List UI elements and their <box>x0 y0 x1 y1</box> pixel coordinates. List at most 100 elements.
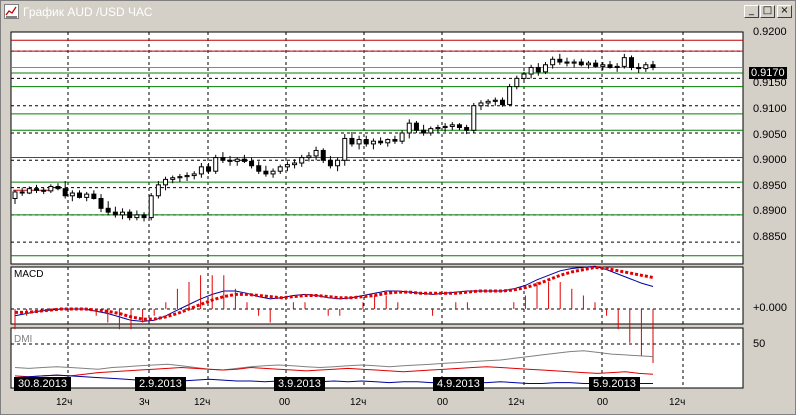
candle-body <box>643 64 649 70</box>
candle-body <box>335 159 341 167</box>
candle-body <box>213 157 219 172</box>
candle-body <box>306 155 312 159</box>
candle-body <box>392 139 398 142</box>
price-panel <box>10 31 744 265</box>
macd-panel-label: MACD <box>14 269 44 280</box>
candle-body <box>542 64 548 73</box>
candle-body <box>406 122 412 134</box>
candle-body <box>55 185 61 190</box>
candle-body <box>550 58 556 66</box>
candle-body <box>227 159 233 162</box>
time-tick-label: 12ч <box>669 397 686 408</box>
price-tick-label: 0.9000 <box>753 154 787 166</box>
dmi-level-label: 50 <box>753 338 766 350</box>
candle-body <box>249 160 255 167</box>
candle-body <box>62 188 68 197</box>
candle-body <box>284 164 290 168</box>
candle-body <box>98 197 104 209</box>
candle-body <box>12 191 18 199</box>
candle-body <box>184 175 190 178</box>
minimize-button[interactable]: _ <box>744 5 759 18</box>
time-tick-label: 00 <box>597 397 609 408</box>
candle-body <box>26 188 32 194</box>
candle-body <box>499 99 505 106</box>
candle-body <box>105 207 111 213</box>
price-tick-label: 0.8950 <box>753 180 787 192</box>
candle-body <box>578 61 584 66</box>
candle-body <box>370 140 376 145</box>
candle-body <box>177 176 183 179</box>
candle-body <box>621 57 627 67</box>
candle-body <box>77 192 83 198</box>
price-tick-label: 0.9100 <box>753 103 787 115</box>
current-price-badge: 0.9170 <box>749 67 787 79</box>
candle-body <box>471 105 477 131</box>
candle-body <box>69 192 75 197</box>
candle-body <box>528 66 534 75</box>
candle-body <box>456 124 462 129</box>
candle-body <box>507 86 513 106</box>
dmi-plus-line <box>14 366 654 378</box>
candle-body <box>600 64 606 67</box>
candle-body <box>650 64 656 68</box>
candle-body <box>34 188 40 191</box>
candle-body <box>277 166 283 172</box>
candle-body <box>220 157 226 161</box>
candle-body <box>421 129 427 134</box>
macd-zero-label: +0.000 <box>753 302 787 314</box>
candle-body <box>170 177 176 180</box>
candle-body <box>557 58 563 63</box>
price-tick-label: 0.8900 <box>753 205 787 217</box>
close-button[interactable]: × <box>777 5 792 18</box>
time-tick-label: 12ч <box>194 397 211 408</box>
candle-body <box>464 127 470 131</box>
candle-body <box>163 178 169 186</box>
title-bar[interactable]: График AUD /USD ЧАС _ □ × <box>1 1 795 23</box>
candle-body <box>593 62 599 67</box>
macd-line <box>14 265 654 322</box>
price-tick-label: 0.8850 <box>753 231 787 243</box>
candle-body <box>91 193 97 199</box>
candle-body <box>263 170 269 175</box>
candle-body <box>413 122 419 131</box>
macd-signal-line <box>15 265 654 321</box>
candle-body <box>607 64 613 68</box>
time-tick-label: 12ч <box>56 397 73 408</box>
candle-body <box>191 173 197 177</box>
candle-body <box>342 137 348 161</box>
window-title: График AUD /USD ЧАС <box>23 5 153 19</box>
candle-body <box>385 139 391 144</box>
candle-body <box>521 73 527 79</box>
dmi-panel-label: DMI <box>14 334 33 345</box>
candle-body <box>292 162 298 166</box>
candle-body <box>299 157 305 164</box>
date-tag: 4.9.2013 <box>433 377 484 391</box>
price-tick-label: 0.9150 <box>753 77 787 89</box>
candle-body <box>19 191 25 194</box>
candle-body <box>378 140 384 144</box>
price-tick-label: 0.9200 <box>753 26 787 38</box>
chart-app-icon <box>4 4 19 19</box>
candle-body <box>241 158 247 162</box>
price-tick-label: 0.9050 <box>753 129 787 141</box>
maximize-button[interactable]: □ <box>760 5 775 18</box>
candle-body <box>514 77 520 88</box>
candle-body <box>442 125 448 129</box>
candle-body <box>428 128 434 134</box>
candle-body <box>564 61 570 64</box>
date-tag: 5.9.2013 <box>589 377 640 391</box>
time-tick-label: 3ч <box>139 397 150 408</box>
candle-body <box>614 65 620 68</box>
dmi-adx-line <box>14 350 654 371</box>
candle-body <box>320 149 326 161</box>
candle-body <box>636 66 642 70</box>
candle-body <box>270 170 276 175</box>
candle-body <box>571 61 577 64</box>
candle-body <box>206 166 212 172</box>
candle-body <box>478 102 484 107</box>
candle-body <box>485 100 491 104</box>
candle-body <box>256 165 262 172</box>
candle-body <box>492 99 498 102</box>
